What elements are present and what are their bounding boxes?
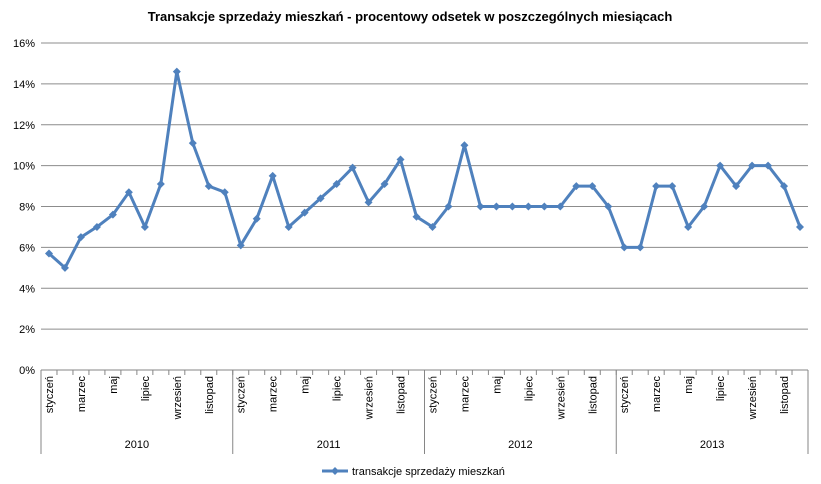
data-point (492, 202, 501, 211)
legend-marker-swatch (331, 467, 339, 475)
x-tick-label: marzec (76, 376, 88, 413)
data-point (108, 210, 117, 219)
data-point (700, 202, 709, 211)
x-tick-label: listopad (396, 376, 408, 414)
y-tick-label: 2% (19, 324, 35, 336)
data-point (508, 202, 517, 211)
y-tick-label: 4% (19, 283, 35, 295)
x-tick-label: maj (300, 376, 312, 394)
year-label: 2010 (125, 439, 149, 451)
gridlines (41, 42, 808, 371)
data-point (604, 202, 613, 211)
data-point (444, 202, 453, 211)
data-point (476, 202, 485, 211)
x-tick-label: listopad (587, 376, 599, 414)
data-point (764, 161, 773, 170)
data-point (252, 214, 261, 223)
data-point (124, 188, 133, 197)
series-line (44, 67, 805, 272)
data-point (796, 222, 805, 231)
data-point (412, 212, 421, 221)
y-tick-label: 0% (19, 365, 35, 377)
data-point (44, 249, 53, 258)
x-tick-label: lipiec (715, 376, 727, 402)
x-tick-label: marzec (651, 376, 663, 413)
data-point (588, 182, 597, 191)
year-label: 2012 (508, 439, 532, 451)
data-point (268, 171, 277, 180)
data-point (684, 222, 693, 231)
legend-label: transakcje sprzedaży mieszkań (352, 466, 505, 478)
data-point (780, 182, 789, 191)
data-point (748, 161, 757, 170)
x-tick-label: maj (108, 376, 120, 394)
data-point (428, 222, 437, 231)
x-tick-label: maj (683, 376, 695, 394)
x-tick-label: lipiec (332, 376, 344, 402)
year-label: 2011 (317, 439, 341, 451)
x-tick-label: wrzesień (747, 376, 759, 420)
data-point (364, 198, 373, 207)
data-point (204, 182, 213, 191)
x-tick-label: marzec (268, 376, 280, 413)
data-point (220, 188, 229, 197)
x-tick-label: styczeń (619, 376, 631, 413)
data-point (716, 161, 725, 170)
x-tick-label: styczeń (427, 376, 439, 413)
data-point (76, 233, 85, 242)
x-tick-label: lipiec (140, 376, 152, 402)
data-point (172, 67, 181, 76)
chart-title: Transakcje sprzedaży mieszkań - procento… (148, 9, 673, 24)
data-point (732, 182, 741, 191)
data-point (92, 222, 101, 231)
x-tick-label: listopad (779, 376, 791, 414)
x-tick-label: styczeń (44, 376, 56, 413)
data-point (620, 243, 629, 252)
data-point (380, 180, 389, 189)
data-point (460, 141, 469, 150)
x-tick-label: styczeń (236, 376, 248, 413)
data-point (572, 182, 581, 191)
data-point (60, 263, 69, 272)
y-axis-ticks: 0% 2% 4% 6% 8% 10% 12% 14% 16% (13, 38, 35, 377)
series-path (48, 70, 802, 270)
data-point (156, 180, 165, 189)
data-point (652, 182, 661, 191)
x-tick-label: lipiec (523, 376, 535, 402)
data-point (284, 222, 293, 231)
data-point (332, 180, 341, 189)
x-tick-label: maj (491, 376, 503, 394)
x-tick-label: marzec (459, 376, 471, 413)
data-point (540, 202, 549, 211)
data-point (668, 182, 677, 191)
data-point (316, 194, 325, 203)
legend: transakcje sprzedaży mieszkań (322, 466, 505, 478)
y-tick-label: 14% (13, 79, 35, 91)
data-point (140, 222, 149, 231)
x-tick-label: wrzesień (172, 376, 184, 420)
y-tick-label: 8% (19, 202, 35, 214)
x-axis: 2010 styczeń marzec maj lipiec wrzesień listop… (40, 370, 809, 454)
data-point (524, 202, 533, 211)
data-point (236, 241, 245, 250)
y-tick-label: 6% (19, 242, 35, 254)
x-tick-label: listopad (204, 376, 216, 414)
year-label: 2013 (700, 439, 724, 451)
data-point (300, 208, 309, 217)
x-tick-label: wrzesień (555, 376, 567, 420)
x-tick-label: wrzesień (364, 376, 376, 420)
y-tick-label: 12% (13, 120, 35, 132)
data-point (396, 155, 405, 164)
y-tick-label: 10% (13, 161, 35, 173)
y-tick-label: 16% (13, 38, 35, 50)
data-point (636, 243, 645, 252)
data-point (188, 139, 197, 148)
data-point (348, 163, 357, 172)
data-point (556, 202, 565, 211)
